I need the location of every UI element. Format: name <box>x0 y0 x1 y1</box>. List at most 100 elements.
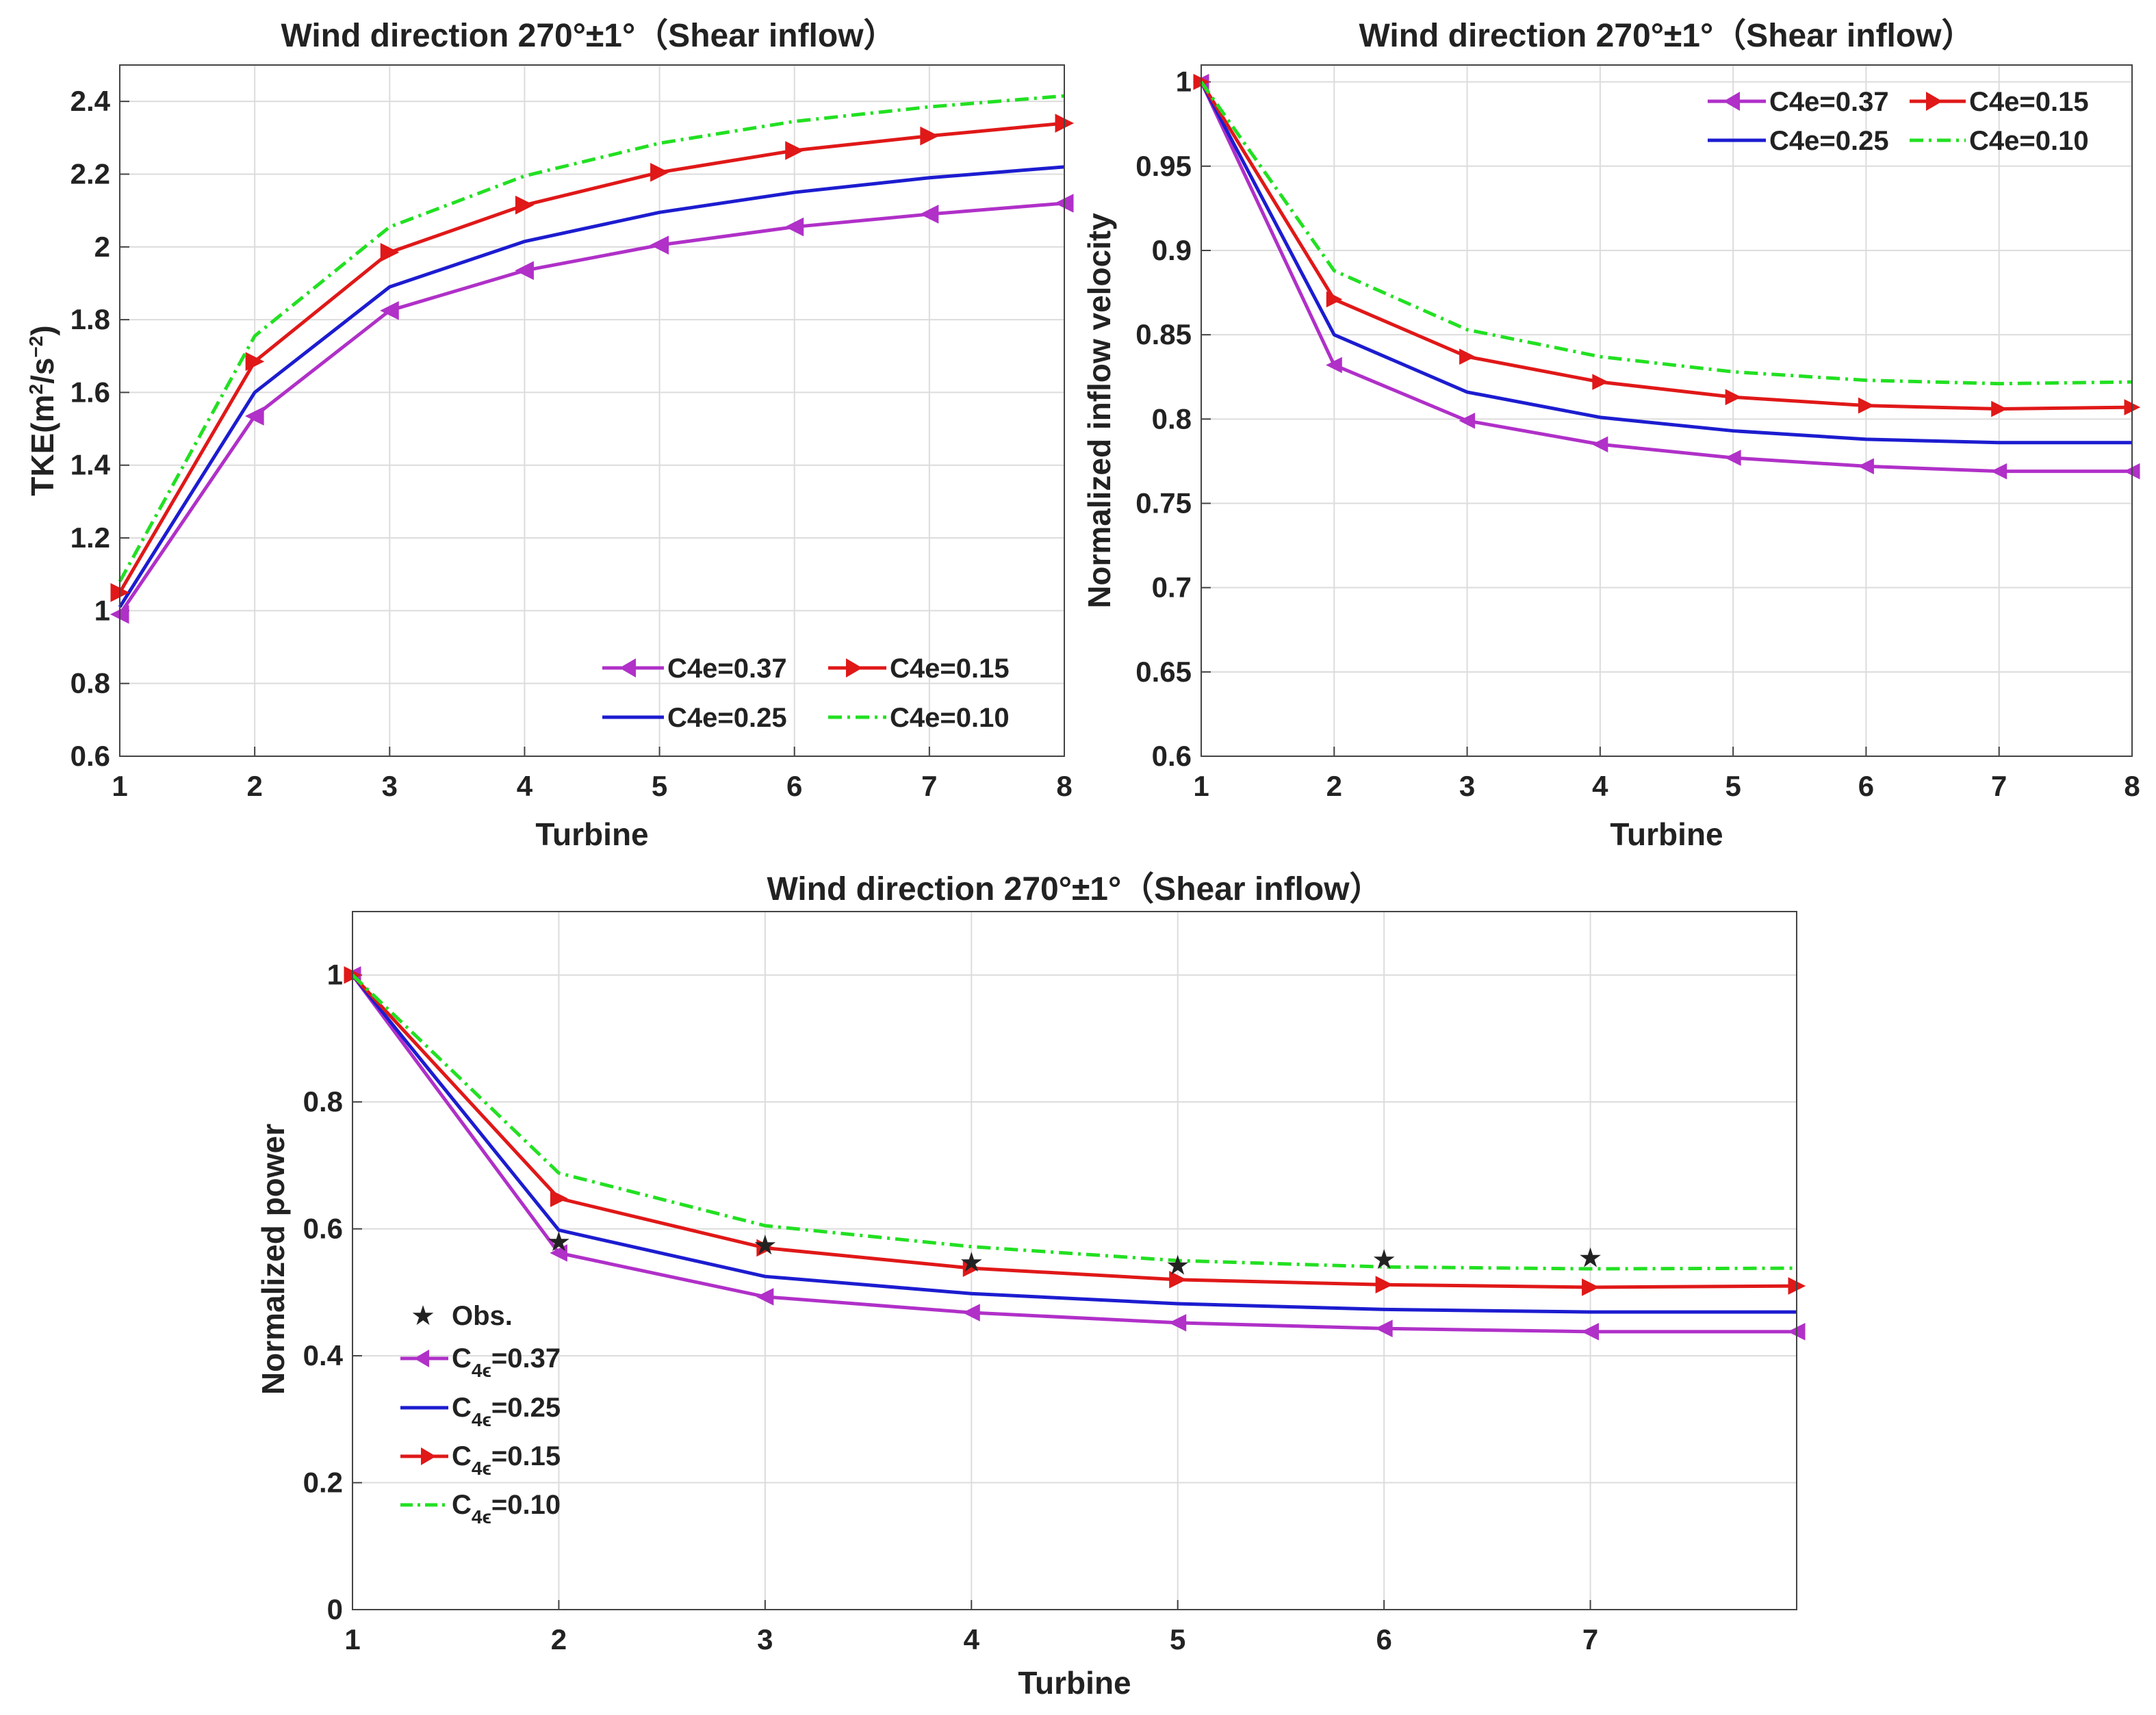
tke-ytick-label: 1.2 <box>70 521 110 554</box>
power-ytick-label: 0.4 <box>303 1339 344 1371</box>
velocity-ytick-label: 0.65 <box>1135 656 1192 688</box>
power-legend-c010: C4ϵ=0.10 <box>400 1490 561 1527</box>
power-obs-point: ★ <box>1166 1250 1190 1280</box>
tke-chart-title: Wind direction 270°±1°（Shear inflow） <box>281 18 896 54</box>
velocity-xtick-label: 4 <box>1592 770 1608 802</box>
velocity-yticks: 0.6 0.65 0.7 0.75 0.8 0.85 0.9 0.95 1 <box>1135 66 1211 772</box>
power-legend-obs: ★ Obs. <box>411 1301 513 1331</box>
velocity-x-axis-label: Turbine <box>1610 816 1723 852</box>
tke-y-axis-label: TKE(m2/s−2) <box>25 325 60 495</box>
power-ytick-label: 1 <box>327 959 343 991</box>
tke-ytick-label: 0.6 <box>70 740 110 772</box>
power-legend-c025: C4ϵ=0.25 <box>400 1393 561 1430</box>
power-marker-c037 <box>1375 1319 1393 1338</box>
power-xtick-label: 1 <box>344 1623 360 1655</box>
velocity-series-line-c010 <box>1199 81 2133 386</box>
power-obs-point: ★ <box>1578 1243 1603 1273</box>
tke-legend-c037: C4e=0.37 <box>602 654 787 684</box>
velocity-xticks: 1 2 3 4 5 6 7 8 <box>1193 747 2140 802</box>
power-xtick-label: 5 <box>1170 1623 1185 1655</box>
velocity-marker-c037 <box>1858 458 1874 475</box>
tke-chart: Wind direction 270°±1°（Shear inflow） 1 2 3… <box>25 18 1075 852</box>
svg-text:C4e=0.15: C4e=0.15 <box>890 654 1010 684</box>
velocity-marker-c015 <box>1459 348 1476 365</box>
velocity-xtick-label: 7 <box>1991 770 2007 802</box>
tke-marker-c015 <box>245 352 265 372</box>
power-x-axis-label: Turbine <box>1018 1665 1131 1701</box>
velocity-xtick-label: 5 <box>1725 770 1741 802</box>
velocity-series <box>1192 73 2141 480</box>
tke-series-line-c010 <box>118 94 1065 583</box>
power-xtick-label: 6 <box>1376 1623 1391 1655</box>
power-xtick-label: 7 <box>1582 1623 1598 1655</box>
tke-marker-c037 <box>245 407 264 426</box>
tke-ytick-label: 1.8 <box>70 303 110 335</box>
power-series-line-c025 <box>351 974 1797 1314</box>
tke-marker-c015 <box>380 242 400 262</box>
tke-marker-c015 <box>785 141 804 160</box>
velocity-ytick-label: 0.8 <box>1152 402 1192 435</box>
tke-marker-c037 <box>515 261 534 281</box>
tke-series-line-c015 <box>118 121 1065 594</box>
velocity-marker-c037 <box>1326 357 1342 374</box>
power-obs-point: ★ <box>959 1248 984 1278</box>
power-marker-c037 <box>962 1304 980 1321</box>
velocity-xtick-label: 6 <box>1858 770 1874 802</box>
velocity-marker-c037 <box>1990 463 2007 480</box>
power-obs-point: ★ <box>1372 1245 1396 1275</box>
tke-x-axis-label: Turbine <box>535 816 648 852</box>
velocity-xtick-label: 2 <box>1326 770 1342 802</box>
svg-text:C4e=0.15: C4e=0.15 <box>1969 87 2089 117</box>
velocity-series-line-c015 <box>1199 81 2133 411</box>
tke-marker-c037 <box>919 205 939 224</box>
velocity-ytick-label: 0.7 <box>1152 571 1192 604</box>
power-xticks: 1 2 3 4 5 6 7 <box>344 1600 1598 1655</box>
power-xtick-label: 3 <box>757 1623 773 1655</box>
power-xtick-label: 2 <box>551 1623 567 1655</box>
power-legend-c037: C4ϵ=0.37 <box>400 1343 561 1381</box>
tke-xtick-label: 6 <box>786 770 802 802</box>
velocity-marker-c037 <box>1725 450 1741 466</box>
power-ytick-label: 0 <box>327 1593 343 1625</box>
power-marker-c015 <box>550 1189 568 1207</box>
velocity-xtick-label: 3 <box>1459 770 1475 802</box>
velocity-legend-c025: C4e=0.25 <box>1708 126 1889 156</box>
power-y-axis-label: Normalized power <box>255 1124 291 1395</box>
tke-legend: C4e=0.37 C4e=0.15 C4e=0.25 C4e=0.10 <box>602 654 1010 733</box>
power-yticks: 0 0.2 0.4 0.6 0.8 1 <box>303 959 362 1625</box>
power-series-line-c015 <box>351 974 1797 1289</box>
svg-text:C4ϵ=0.25: C4ϵ=0.25 <box>452 1393 561 1430</box>
power-chart: Wind direction 270°±1°（Shear inflow） 1 2 3… <box>255 871 1806 1701</box>
svg-text:★: ★ <box>411 1301 435 1331</box>
velocity-legend-c010: C4e=0.10 <box>1910 126 2089 156</box>
power-legend-c015: C4ϵ=0.15 <box>400 1441 561 1479</box>
power-xtick-label: 4 <box>964 1623 980 1655</box>
power-marker-c015 <box>962 1259 981 1277</box>
tke-ytick-label: 0.8 <box>70 667 110 699</box>
power-chart-title: Wind direction 270°±1°（Shear inflow） <box>767 871 1382 907</box>
power-marker-c037 <box>1168 1314 1187 1332</box>
power-marker-c015 <box>756 1239 774 1257</box>
tke-xtick-label: 2 <box>246 770 262 802</box>
velocity-legend-c015: C4e=0.15 <box>1910 87 2089 117</box>
velocity-series-line-c037 <box>1199 81 2132 474</box>
tke-xtick-label: 7 <box>921 770 937 802</box>
power-legend: ★ Obs. C4ϵ=0.37 C4ϵ=0.25 C4ϵ=0.15 C4ϵ=0.… <box>400 1301 561 1527</box>
velocity-ytick-label: 0.95 <box>1135 150 1192 182</box>
power-obs-point: ★ <box>546 1227 571 1257</box>
tke-yticks: 0.6 0.8 1 1.2 1.4 1.6 1.8 2 2.2 2.4 <box>70 85 129 772</box>
tke-marker-c037 <box>650 235 669 255</box>
power-ytick-label: 0.8 <box>303 1085 343 1118</box>
tke-ytick-label: 1 <box>94 594 110 626</box>
tke-marker-c015 <box>650 163 669 182</box>
velocity-marker-c015 <box>1991 400 2007 417</box>
tke-series-line-c037 <box>118 201 1065 616</box>
tke-ytick-label: 1.6 <box>70 376 110 408</box>
power-marker-c037 <box>550 1244 567 1262</box>
tke-ytick-label: 2.2 <box>70 157 110 190</box>
tke-marker-c015 <box>920 126 939 146</box>
tke-ytick-label: 1.4 <box>70 449 111 481</box>
tke-series-line-c025 <box>118 165 1065 608</box>
velocity-marker-c015 <box>1326 291 1343 308</box>
